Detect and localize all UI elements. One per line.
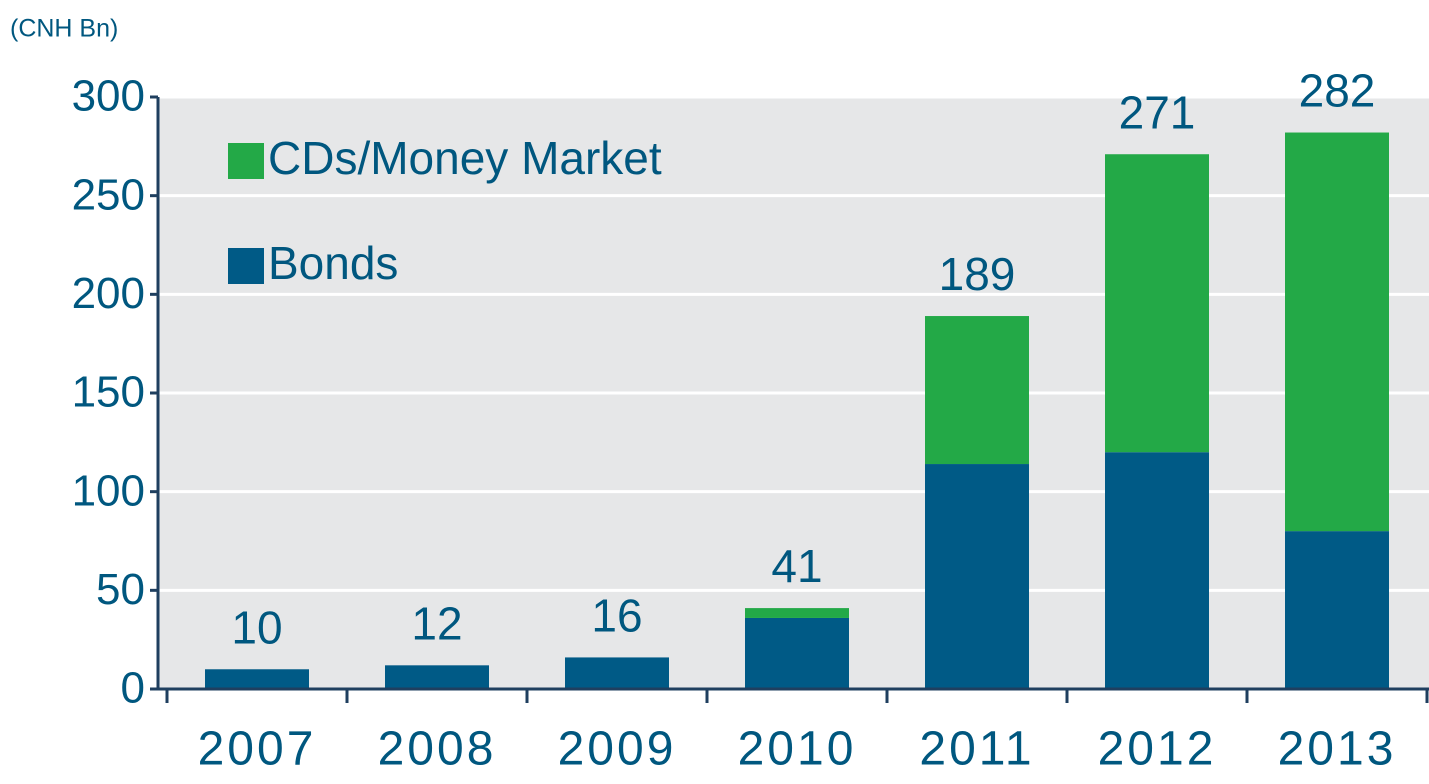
bar-segment (925, 464, 1029, 689)
bar-segment (745, 617, 849, 689)
legend-label: CDs/Money Market (268, 132, 662, 184)
x-tick-label: 2008 (378, 723, 497, 776)
unit-label: (CNH Bn) (10, 15, 118, 43)
x-tick-label: 2007 (198, 723, 317, 776)
y-tick-label: 300 (72, 72, 145, 121)
legend-swatch (228, 143, 264, 179)
bar-segment (1285, 531, 1389, 689)
total-label: 282 (1299, 65, 1376, 117)
y-tick-label: 0 (121, 664, 145, 713)
total-label: 16 (591, 590, 642, 642)
bar-segment (385, 665, 489, 689)
total-label: 189 (939, 248, 1016, 300)
y-tick-label: 150 (72, 368, 145, 417)
bar-segment (565, 657, 669, 689)
total-label: 271 (1119, 86, 1196, 138)
bar-segment (1105, 452, 1209, 689)
total-label: 10 (231, 601, 282, 653)
y-tick-label: 250 (72, 170, 145, 219)
total-label: 41 (771, 540, 822, 592)
x-tick-label: 2009 (558, 723, 677, 776)
x-tick-label: 2013 (1278, 723, 1397, 776)
bar-segment (1285, 132, 1389, 532)
total-label: 12 (411, 597, 462, 649)
x-tick-label: 2012 (1098, 723, 1217, 776)
y-tick-label: 50 (96, 565, 145, 614)
x-tick-label: 2011 (919, 723, 1034, 776)
y-tick-label: 100 (72, 466, 145, 515)
legend-label: Bonds (268, 237, 398, 289)
bar-segment (745, 608, 849, 618)
y-tick-label: 200 (72, 269, 145, 318)
bar-segment (1105, 154, 1209, 453)
bar-segment (925, 316, 1029, 465)
x-tick-label: 2010 (738, 723, 857, 776)
legend-swatch (228, 248, 264, 284)
bar-segment (205, 669, 309, 689)
